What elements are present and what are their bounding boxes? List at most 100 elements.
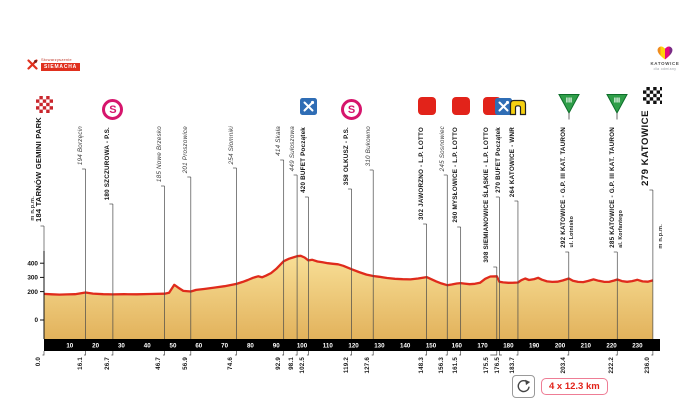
lap-distance-label: 4 x 12.3 km: [541, 378, 608, 395]
event-line-elbow-bottom: [615, 351, 618, 356]
km-tick-label: 180: [503, 343, 514, 350]
finish-flag-icon: [643, 87, 663, 104]
siemacha-name-text: SIEMACHA: [41, 63, 81, 71]
event-line-elbow-bottom: [516, 351, 519, 356]
event-distance-label: 26.7: [103, 357, 111, 370]
event-distance-label: 156.3: [438, 357, 446, 374]
event-label: 201 Proszowice: [182, 126, 190, 174]
km-tick-label: 50: [170, 343, 177, 350]
km-tick-label: 70: [221, 343, 228, 350]
event-label: 279 KATOWICE: [640, 110, 652, 187]
event-label: 245 Sosnowiec: [438, 126, 446, 172]
event-distance-label: 56.9: [181, 357, 189, 370]
event-distance-label: 175.5: [482, 357, 490, 374]
x-axis-bar: [44, 339, 660, 351]
km-tick-label: 170: [477, 343, 488, 350]
event-distance-label: 183.7: [508, 357, 516, 374]
katowice-logo-text: KATOWICE: [650, 61, 680, 66]
gate-icon: [508, 98, 528, 116]
feed-icon: [299, 98, 317, 115]
katowice-heart-icon: [657, 46, 673, 60]
sprint-icon: S: [102, 99, 124, 120]
katowice-city-logo: KATOWICE dla odmiany: [646, 45, 684, 71]
event-label: 285 KATOWICE - G.P. III KAT. TAURON: [608, 127, 616, 248]
kom-icon: III: [557, 93, 581, 120]
event-line-elbow-bottom: [445, 351, 448, 356]
y-axis-unit-right: m n.p.m.: [658, 224, 664, 249]
km-tick-label: 200: [555, 343, 566, 350]
event-line-elbow-bottom: [425, 351, 427, 356]
event-distance-label: 46.7: [155, 357, 163, 370]
event-label: 185 Nowe Brzesko: [155, 126, 163, 183]
event-label: 358 OLKUSZ - P.S.: [343, 127, 351, 186]
kom-icon: III: [605, 93, 629, 120]
km-tick-label: 10: [66, 343, 73, 350]
event-distance-label: 102.5: [299, 357, 307, 374]
event-sublabel: ul. Lotnisko: [569, 216, 576, 248]
sprint-icon: S: [341, 99, 363, 120]
event-sublabel: al. Korfantego: [617, 210, 624, 248]
event-label: 184 TARNÓW GEMINI PARK: [33, 117, 43, 222]
event-label: 194 Borzęcin: [77, 126, 85, 166]
lotto-icon: [451, 97, 470, 115]
event-line-elbow-bottom: [84, 351, 86, 356]
km-tick-label: 230: [632, 343, 643, 350]
event-label: 180 SZCZUROWA - P.S.: [104, 127, 112, 201]
event-line-elbow-bottom: [459, 351, 462, 356]
km-tick-label: 40: [144, 343, 151, 350]
event-distance-label: 222.2: [608, 357, 616, 374]
event-distance-label: 0.0: [35, 357, 42, 367]
km-tick-label: 20: [92, 343, 99, 350]
event-label: 449 Sułoszowa: [288, 126, 296, 172]
svg-text:III: III: [566, 96, 572, 105]
event-distance-label: 16.1: [76, 357, 84, 370]
event-line-elbow-bottom: [189, 351, 192, 356]
km-tick-label: 60: [195, 343, 202, 350]
event-line-elbow-bottom: [282, 351, 285, 356]
katowice-logo-tagline: dla odmiany: [653, 67, 677, 71]
km-tick-label: 130: [374, 343, 385, 350]
siemacha-logo-icon: [27, 58, 38, 70]
km-tick-label: 150: [426, 343, 437, 350]
lap-loop-icon: [512, 375, 535, 398]
lotto-icon: [417, 97, 436, 115]
feed-icon: [494, 98, 512, 115]
event-distance-label: 74.6: [227, 357, 235, 370]
km-tick-label: 210: [581, 343, 592, 350]
event-label: 302 JAWORZNO - L.P. LOTTO: [418, 127, 426, 220]
event-label: 310 Bukowno: [364, 126, 372, 167]
event-distance-label: 127.6: [364, 357, 372, 374]
km-tick-label: 100: [297, 343, 308, 350]
event-line-elbow-bottom: [651, 351, 654, 356]
event-distance-label: 203.4: [559, 357, 567, 374]
elevation-tick-label: 200: [27, 289, 38, 296]
km-tick-label: 90: [273, 343, 280, 350]
event-distance-label: 236.0: [643, 357, 651, 374]
event-label: 414 Skała: [275, 126, 283, 156]
km-tick-label: 160: [452, 343, 463, 350]
event-line-elbow-bottom: [234, 351, 237, 356]
elevation-tick-label: 400: [27, 260, 38, 267]
event-label: 292 KATOWICE - G.P. III KAT. TAURON: [560, 127, 568, 248]
organizer-logo-siemacha: Stowarzyszenie SIEMACHA: [27, 57, 81, 71]
event-line-elbow-bottom: [306, 351, 309, 356]
event-distance-label: 92.9: [274, 357, 282, 370]
km-tick-label: 30: [118, 343, 125, 350]
event-line-elbow-bottom: [162, 351, 165, 356]
event-label: 254 Słomniki: [227, 126, 235, 165]
svg-text:III: III: [614, 96, 620, 105]
profile-area: [44, 255, 653, 339]
event-distance-label: 161.5: [451, 357, 459, 374]
event-label: 264 KATOWICE - WNR: [509, 127, 517, 198]
elevation-tick-label: 300: [27, 275, 38, 282]
km-tick-label: 220: [606, 343, 617, 350]
event-line-elbow-bottom: [567, 351, 570, 356]
siemacha-org-text: Stowarzyszenie: [41, 57, 72, 62]
event-distance-label: 98.1: [288, 357, 296, 370]
event-label: 420 BUFET Początek: [299, 127, 307, 193]
lap-indicator: 4 x 12.3 km: [512, 375, 608, 398]
event-label: 308 SIEMIANOWICE ŚLĄSKIE - L.P. LOTTO: [483, 127, 491, 263]
km-tick-label: 140: [400, 343, 411, 350]
event-line-elbow-bottom: [371, 351, 374, 356]
